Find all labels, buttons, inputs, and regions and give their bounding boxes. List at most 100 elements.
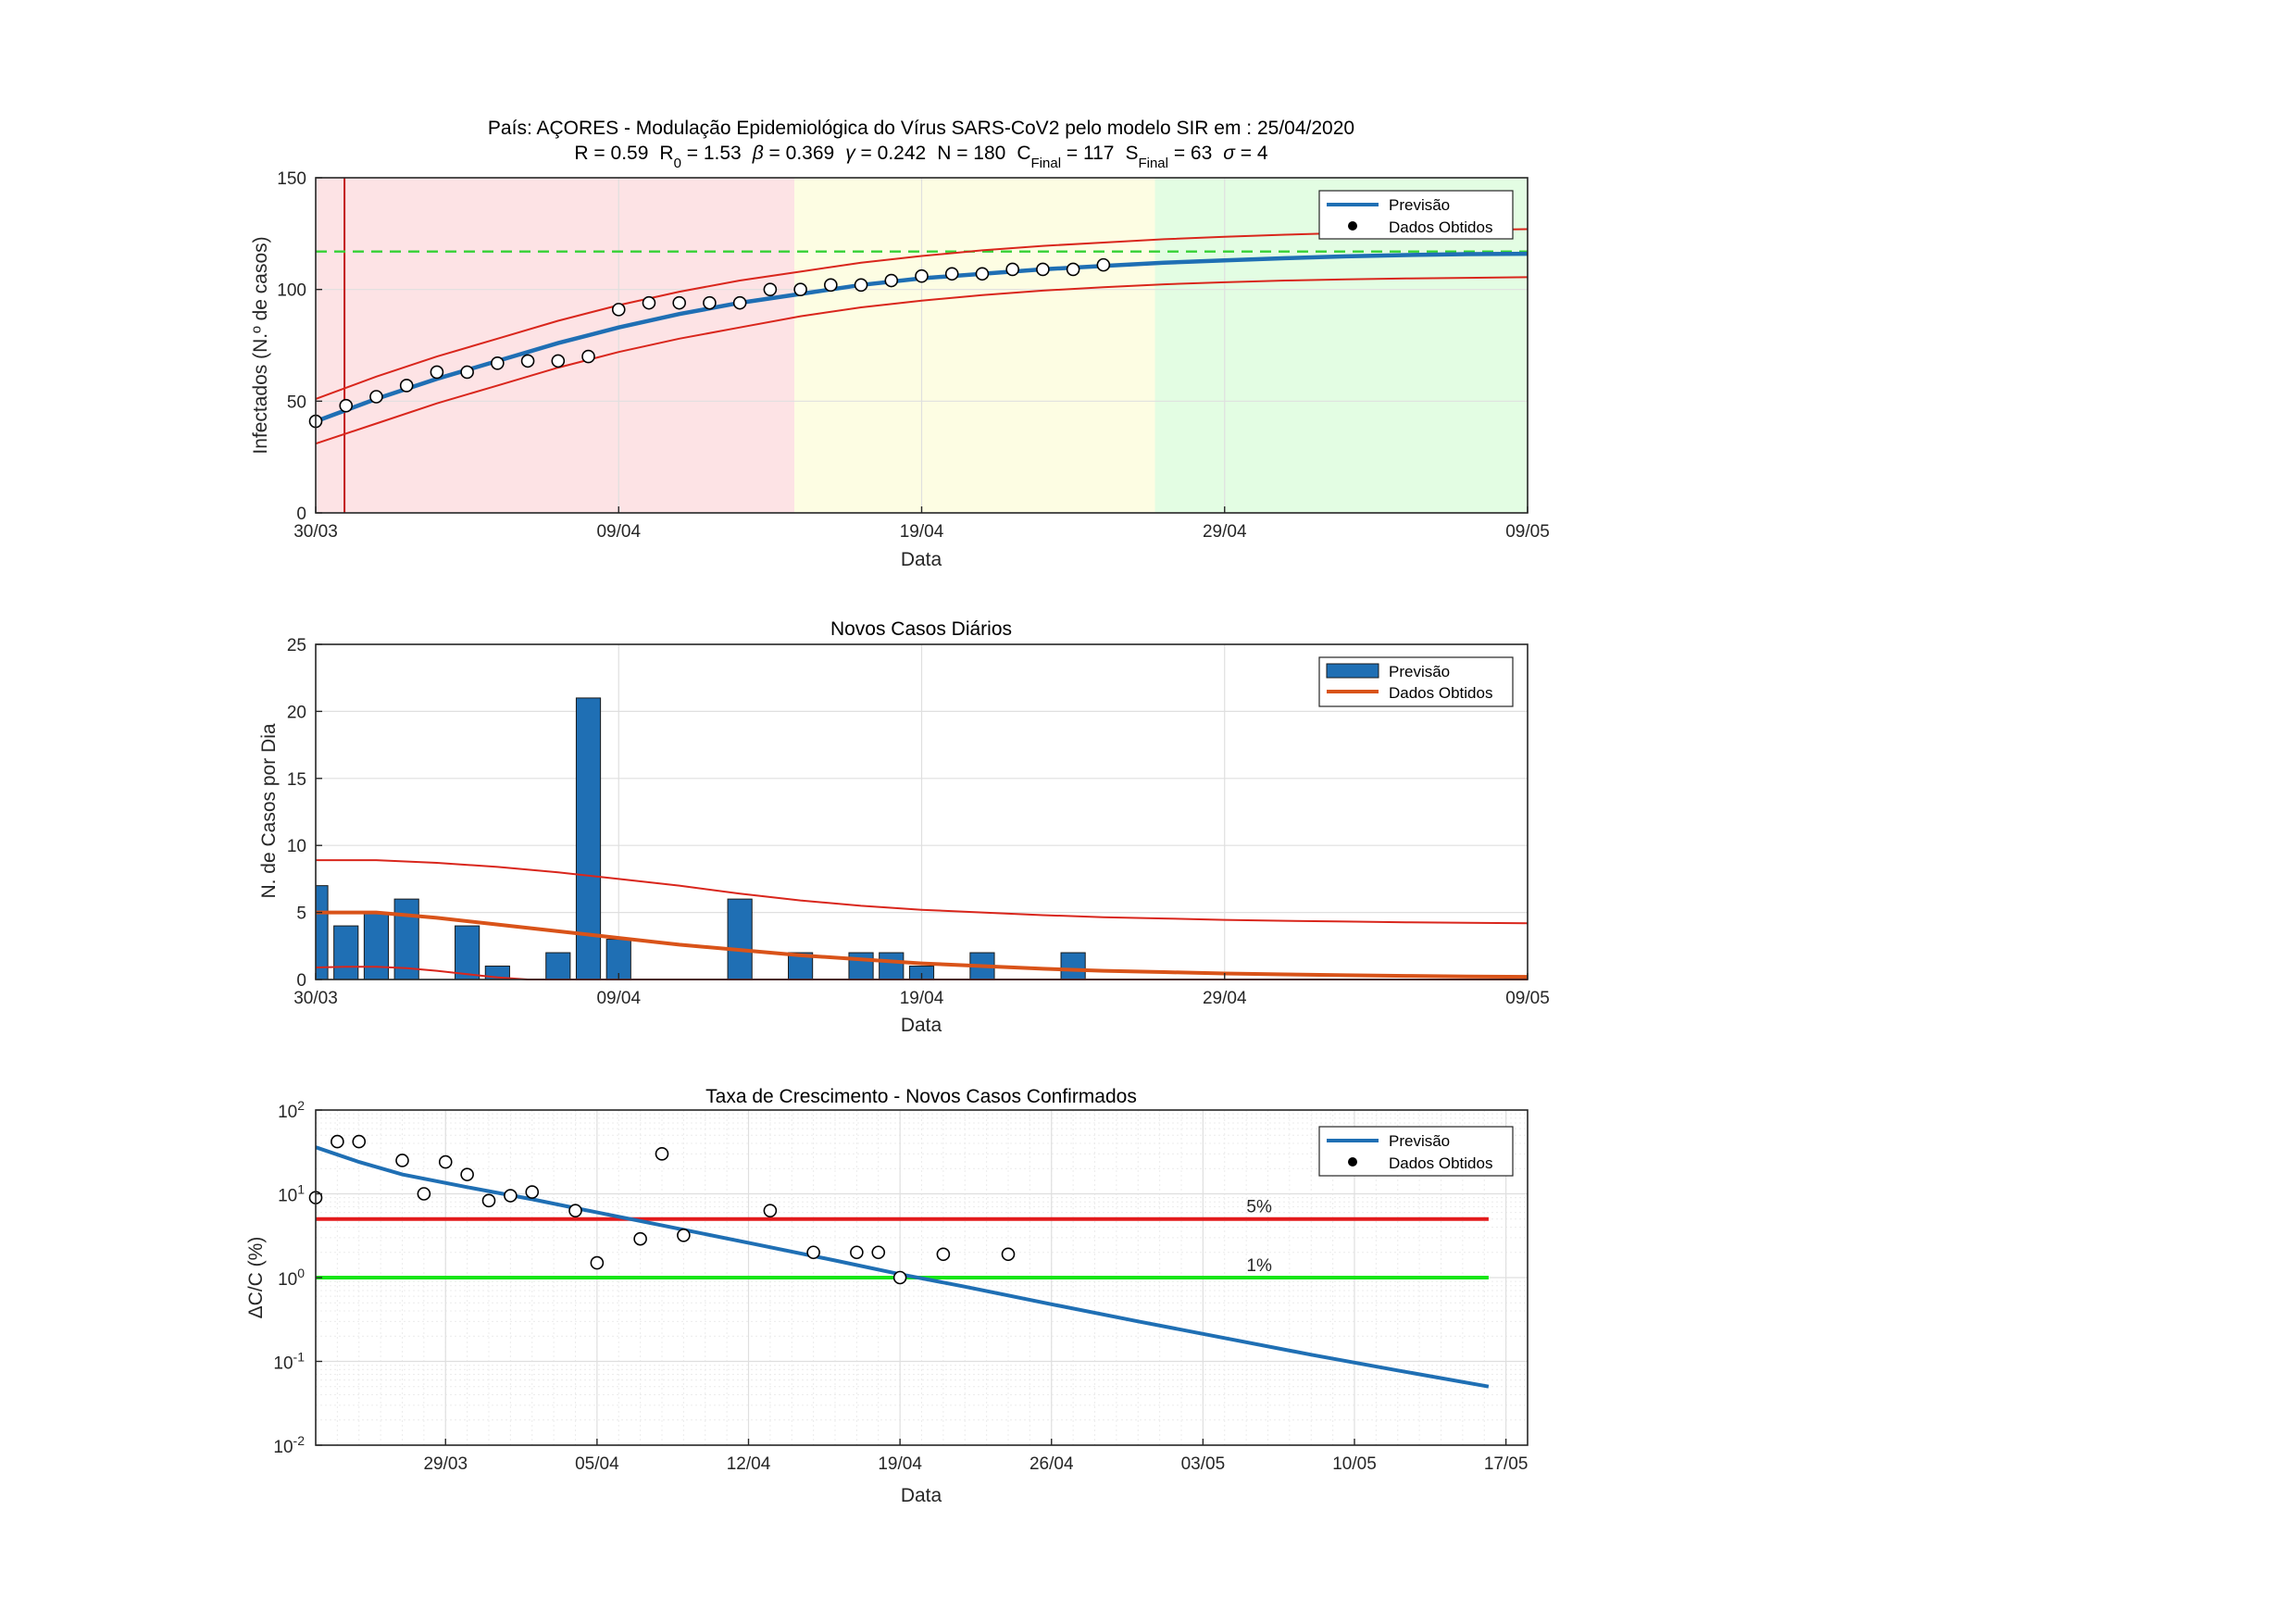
threshold-label: 5% xyxy=(1246,1198,1272,1217)
x-tick-label: 29/04 xyxy=(1203,522,1247,542)
param-value: = 1.53 xyxy=(681,143,742,164)
param-subscript: Final xyxy=(1031,156,1062,171)
legend: Previsão Dados Obtidos xyxy=(1318,190,1514,240)
data-point xyxy=(399,379,414,393)
data-point xyxy=(806,1245,820,1260)
x-tick-label: 26/04 xyxy=(1029,1454,1074,1474)
phase-shading xyxy=(316,178,1528,513)
data-point xyxy=(430,365,444,380)
data-point xyxy=(793,282,807,296)
data-point xyxy=(975,267,990,281)
bar xyxy=(455,925,480,980)
tick-exponent: 1 xyxy=(297,1182,305,1197)
data-point xyxy=(417,1187,431,1201)
legend: Previsão Dados Obtidos xyxy=(1318,656,1514,707)
param-symbol: N xyxy=(937,143,951,164)
chart-title: País: AÇORES - Modulação Epidemiológica … xyxy=(488,118,1354,139)
growth-rate-panel: 5% 1% 29/03 05/04 12/04 19/04 26/04 03/05 10/05… xyxy=(245,1086,1529,1506)
param-symbol: S xyxy=(1125,143,1138,164)
chart-title: Taxa de Crescimento - Novos Casos Confir… xyxy=(705,1086,1137,1107)
x-tick-label: 05/04 xyxy=(575,1454,619,1474)
y-tick-label: 25 xyxy=(287,636,306,655)
y-tick-label: 101 xyxy=(278,1182,305,1206)
data-point xyxy=(504,1189,518,1203)
data-point xyxy=(884,273,899,288)
series-previsao-line xyxy=(315,1145,1490,1389)
bar xyxy=(393,898,419,980)
data-point xyxy=(369,390,383,404)
y-tick-label: 10 xyxy=(287,837,306,856)
data-point xyxy=(460,365,474,380)
threshold-label: 1% xyxy=(1246,1256,1272,1276)
legend-swatch-previsao xyxy=(1326,663,1379,679)
legend-label-dados: Dados Obtidos xyxy=(1389,1154,1492,1172)
data-point xyxy=(633,1231,647,1246)
data-point xyxy=(481,1193,496,1208)
param-value: = 0.242 xyxy=(855,143,926,164)
x-tick-label: 30/03 xyxy=(293,989,338,1008)
param-symbol: R xyxy=(659,143,673,164)
data-point xyxy=(732,295,747,310)
data-point xyxy=(1066,262,1080,277)
y-tick-label: 102 xyxy=(278,1098,305,1122)
data-point xyxy=(915,268,929,283)
bar xyxy=(848,952,874,980)
legend-label-previsao: Previsão xyxy=(1389,663,1450,680)
x-tick-label: 03/05 xyxy=(1181,1454,1226,1474)
y-tick-label: 10-1 xyxy=(273,1350,305,1374)
legend: Previsão Dados Obtidos xyxy=(1318,1126,1514,1177)
data-point xyxy=(331,1134,344,1149)
y-tick-label: 0 xyxy=(296,971,306,991)
x-tick-label: 09/05 xyxy=(1505,989,1550,1008)
data-point xyxy=(892,1270,907,1285)
y-tick-label: 0 xyxy=(296,505,306,524)
param-value: = 0.369 xyxy=(764,143,834,164)
data-point xyxy=(339,398,354,413)
data-point xyxy=(655,1147,669,1161)
y-tick-label: 150 xyxy=(277,169,306,189)
series-lower-line xyxy=(315,276,1529,445)
x-axis-label: Data xyxy=(901,1485,942,1506)
tick-base: 10 xyxy=(278,1187,297,1206)
legend-box xyxy=(1318,1126,1514,1177)
data-point xyxy=(824,278,838,293)
phase-region xyxy=(794,178,1155,513)
data-point xyxy=(763,282,778,296)
tick-base: 10 xyxy=(278,1270,297,1290)
axis-ticks: 30/03 09/04 19/04 29/04 09/05 0 5 10 15 20 25 xyxy=(287,636,1550,1008)
data-point xyxy=(568,1204,582,1217)
param-symbol: σ xyxy=(1223,143,1236,164)
bar xyxy=(333,925,359,980)
x-tick-label: 19/04 xyxy=(900,522,944,542)
legend-label-previsao: Previsão xyxy=(1389,1132,1450,1150)
data-point xyxy=(611,303,626,317)
tick-base: 10 xyxy=(278,1103,297,1122)
param-subscript: 0 xyxy=(674,156,681,171)
tick-exponent: -2 xyxy=(293,1433,306,1448)
data-point xyxy=(590,1255,605,1270)
x-tick-label: 19/04 xyxy=(878,1454,922,1474)
legend-label-previsao: Previsão xyxy=(1389,196,1450,214)
param-symbol: C xyxy=(1017,143,1030,164)
data-point xyxy=(850,1245,864,1260)
data-point xyxy=(551,354,566,368)
x-tick-label: 17/05 xyxy=(1484,1454,1529,1474)
x-tick-label: 19/04 xyxy=(900,989,944,1008)
tick-base: 10 xyxy=(273,1438,293,1457)
data-point xyxy=(1005,262,1019,277)
tick-base: 10 xyxy=(273,1354,293,1374)
param-value: = 63 xyxy=(1168,143,1212,164)
y-axis-label: ΔC/C (%) xyxy=(245,1237,267,1319)
plot-area xyxy=(315,697,1529,980)
data-point xyxy=(672,295,687,310)
x-tick-label: 09/05 xyxy=(1505,522,1550,542)
data-point xyxy=(1036,262,1050,277)
data-point xyxy=(581,349,595,364)
y-tick-label: 100 xyxy=(278,1266,305,1290)
x-tick-label: 09/04 xyxy=(596,989,641,1008)
x-tick-label: 10/05 xyxy=(1332,1454,1377,1474)
param-symbol: γ xyxy=(845,143,856,164)
y-tick-label: 50 xyxy=(287,393,306,412)
param-symbol: β xyxy=(752,143,764,164)
plot-area: 5% 1% xyxy=(308,1134,1490,1389)
